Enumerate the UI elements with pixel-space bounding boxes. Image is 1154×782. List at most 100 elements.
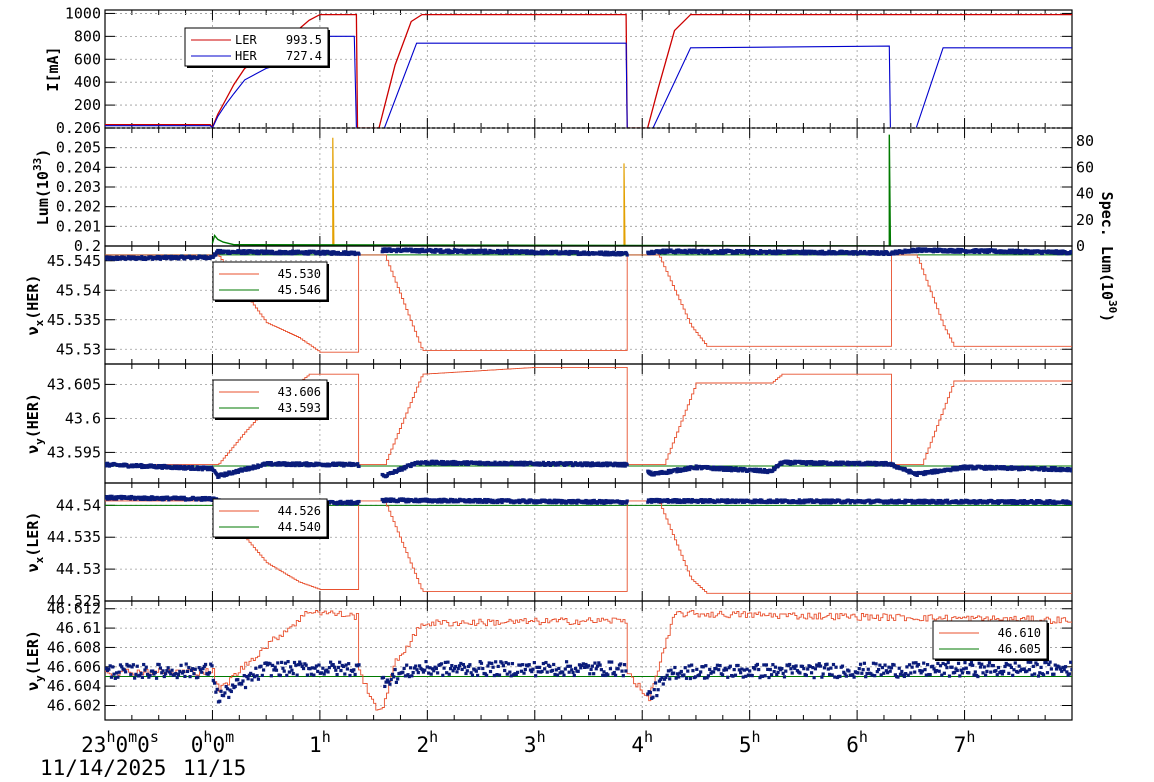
data-point <box>127 664 132 668</box>
data-point <box>105 461 110 465</box>
data-point <box>207 496 212 500</box>
data-point <box>1018 249 1023 253</box>
data-point <box>606 250 610 254</box>
data-point <box>263 251 267 255</box>
data-point <box>383 247 388 251</box>
y-tick-label: 45.53 <box>56 340 101 358</box>
data-point <box>733 500 738 505</box>
data-point <box>948 249 952 254</box>
data-point <box>113 257 117 261</box>
data-point <box>332 461 336 465</box>
y-axis-label: νx(LER) <box>24 512 46 573</box>
y2-tick-label: 80 <box>1076 132 1094 150</box>
data-point <box>883 252 887 256</box>
data-point <box>227 249 231 253</box>
data-point <box>833 462 837 467</box>
data-point <box>1046 501 1050 506</box>
data-point <box>657 500 661 504</box>
data-point <box>293 464 297 468</box>
data-point <box>497 251 502 255</box>
data-point <box>485 500 489 504</box>
data-point <box>112 672 116 676</box>
data-point <box>158 464 163 468</box>
data-point <box>559 501 564 505</box>
data-point <box>889 498 894 502</box>
y-tick-label: 0.205 <box>56 139 101 157</box>
data-point <box>625 463 629 467</box>
data-point <box>129 672 133 676</box>
data-point <box>917 247 921 251</box>
data-point <box>203 498 207 502</box>
data-point <box>1043 465 1047 470</box>
data-point <box>283 461 287 465</box>
data-point <box>838 251 843 255</box>
y-tick-label: 45.54 <box>56 281 101 299</box>
data-point <box>878 463 882 467</box>
data-point <box>404 500 408 504</box>
data-point <box>454 460 458 464</box>
data-point <box>584 463 589 468</box>
data-point <box>700 248 704 252</box>
data-point <box>178 464 183 468</box>
data-point <box>603 250 607 254</box>
data-point <box>935 247 939 252</box>
data-point <box>115 671 119 675</box>
data-point <box>482 251 486 255</box>
data-point <box>818 499 822 503</box>
legend-value: 44.526 <box>278 504 321 518</box>
data-point <box>804 252 808 256</box>
data-point <box>105 666 108 671</box>
data-point <box>789 459 793 464</box>
data-point <box>661 248 665 252</box>
y-axis-label: Lum(1033) <box>31 149 52 225</box>
data-point <box>535 461 539 465</box>
y-tick-label: 0.204 <box>56 158 101 176</box>
data-point <box>120 665 124 669</box>
data-point <box>973 250 977 254</box>
data-point <box>388 247 392 251</box>
data-point <box>675 498 679 502</box>
data-point <box>1061 499 1065 503</box>
legend-value: 45.530 <box>278 267 321 281</box>
data-point <box>903 248 907 252</box>
data-point <box>440 462 444 466</box>
data-point <box>534 499 538 503</box>
y-axis-label: Spec. Lum(1030) <box>1098 192 1119 323</box>
data-point <box>909 498 914 503</box>
data-point <box>690 250 694 255</box>
data-point <box>932 468 936 472</box>
data-point <box>1056 467 1061 471</box>
y-tick-label: 1000 <box>65 4 101 22</box>
data-point <box>540 252 544 256</box>
y-tick-label: 0.206 <box>56 119 101 137</box>
data-point <box>748 251 752 255</box>
data-point <box>341 461 345 466</box>
data-point <box>1059 469 1063 473</box>
data-point <box>721 251 725 255</box>
data-point <box>505 461 509 465</box>
data-point <box>438 497 442 502</box>
y-tick-label: 0.202 <box>56 198 101 216</box>
data-point <box>476 500 480 504</box>
data-point <box>200 498 204 502</box>
data-point <box>790 500 794 505</box>
data-point <box>891 499 896 503</box>
y-tick-label: 400 <box>74 73 101 91</box>
data-point <box>525 463 529 467</box>
data-point <box>660 469 664 474</box>
series-target <box>105 609 1072 711</box>
data-point <box>897 498 901 502</box>
data-point <box>107 667 111 671</box>
series-target <box>105 500 1072 594</box>
data-point <box>994 467 998 471</box>
data-point <box>196 465 200 470</box>
plot-area <box>211 134 892 246</box>
data-point <box>866 252 870 256</box>
data-point <box>245 465 250 469</box>
data-point <box>966 499 970 503</box>
data-point <box>398 468 402 473</box>
data-point <box>875 250 879 254</box>
data-point <box>586 499 590 503</box>
